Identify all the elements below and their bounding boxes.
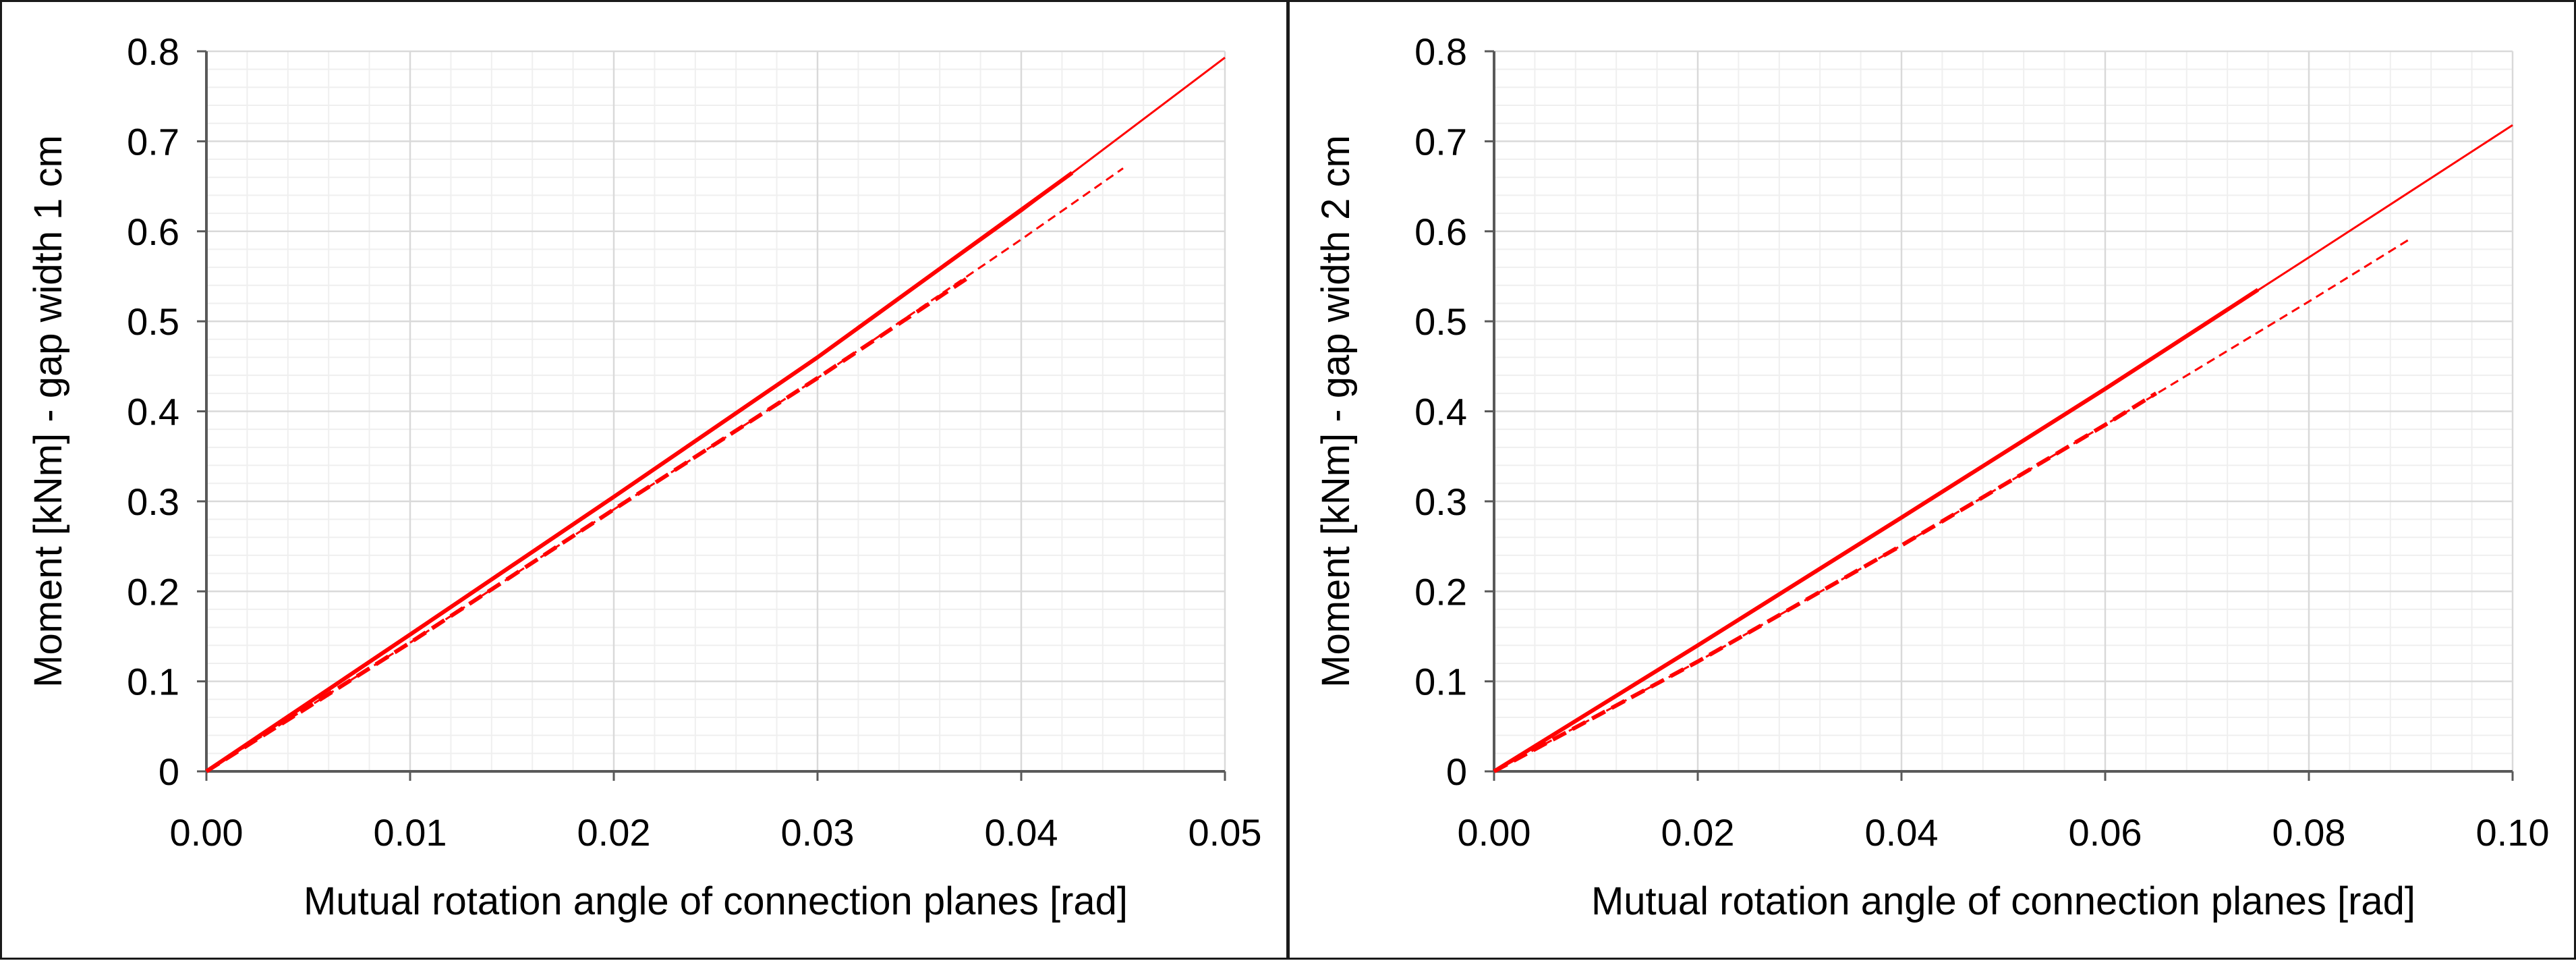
chart-right-y-tick-label: 0.6 [1414,211,1467,253]
chart-right-series-dashed-thick [1493,391,2158,773]
chart-right-svg: 0.00 0.02 0.04 0.06 0.08 0.10 0 0.1 0.2 0.3 0.4 0.5… [1314,30,2550,923]
chart-left-x-tick-label: 0.05 [1189,811,1262,854]
chart-left-y-tick-label: 0.7 [127,120,179,163]
chart-left-x-tick-label: 0.03 [781,811,855,854]
chart-right-x-tick-label: 0.06 [2069,811,2142,854]
chart-right-x-tick-label: 0.08 [2272,811,2346,854]
chart-right-y-tick-label: 0.4 [1414,391,1467,433]
chart-right-series-solid-thick [1493,287,2260,773]
chart-left-y-tick-label: 0.3 [127,481,179,523]
chart-left-y-tick-label: 0.2 [127,570,179,613]
chart-panel-left: 0.00 0.01 0.02 0.03 0.04 0.05 0 0.1 0.2 0.3 0.4 0.5… [0,0,1288,960]
chart-right-y-tick-label: 0.8 [1414,30,1467,73]
chart-right-y-axis-title: Moment [kNm] - gap width 2 cm [1314,135,1358,688]
chart-left-y-tick-label: 0 [159,750,179,793]
chart-left-y-tick-label: 0.8 [127,30,179,73]
chart-left-y-tick-label: 0.5 [127,300,179,343]
chart-panel-right: 0.00 0.02 0.04 0.06 0.08 0.10 0 0.1 0.2 0.3 0.4 0.5… [1288,0,2576,960]
chart-left-x-axis-title: Mutual rotation angle of connection plan… [304,879,1128,923]
chart-left-y-tick-label: 0.4 [127,391,179,433]
chart-right-y-tick-label: 0.3 [1414,481,1467,523]
chart-right-y-tick-label: 0.7 [1414,120,1467,163]
chart-left-svg: 0.00 0.01 0.02 0.03 0.04 0.05 0 0.1 0.2 0.3 0.4 0.5… [26,30,1262,923]
chart-left-y-axis-title: Moment [kNm] - gap width 1 cm [26,135,70,688]
chart-right-y-tick-label: 0 [1446,750,1467,793]
chart-right-y-tick-label: 0.5 [1414,300,1467,343]
chart-right-x-tick-label: 0.10 [2476,811,2550,854]
chart-left-x-tick-label: 0.04 [985,811,1058,854]
chart-right-x-tick-label: 0.04 [1865,811,1939,854]
chart-left-y-tick-label: 0.1 [127,661,179,703]
chart-left-series-dashed-thick [205,274,972,773]
chart-left-x-tick-label: 0.01 [374,811,447,854]
chart-right-y-tick-label: 0.1 [1414,661,1467,703]
chart-left-x-tick-label: 0.02 [577,811,651,854]
chart-left-series-solid-thick [205,171,1074,773]
chart-right-x-tick-label: 0.00 [1458,811,1531,854]
chart-right-x-tick-label: 0.02 [1661,811,1735,854]
chart-right-x-axis-title: Mutual rotation angle of connection plan… [1591,879,2415,923]
chart-right-y-tick-label: 0.2 [1414,570,1467,613]
chart-left-x-tick-label: 0.00 [170,811,244,854]
chart-left-y-tick-label: 0.6 [127,211,179,253]
